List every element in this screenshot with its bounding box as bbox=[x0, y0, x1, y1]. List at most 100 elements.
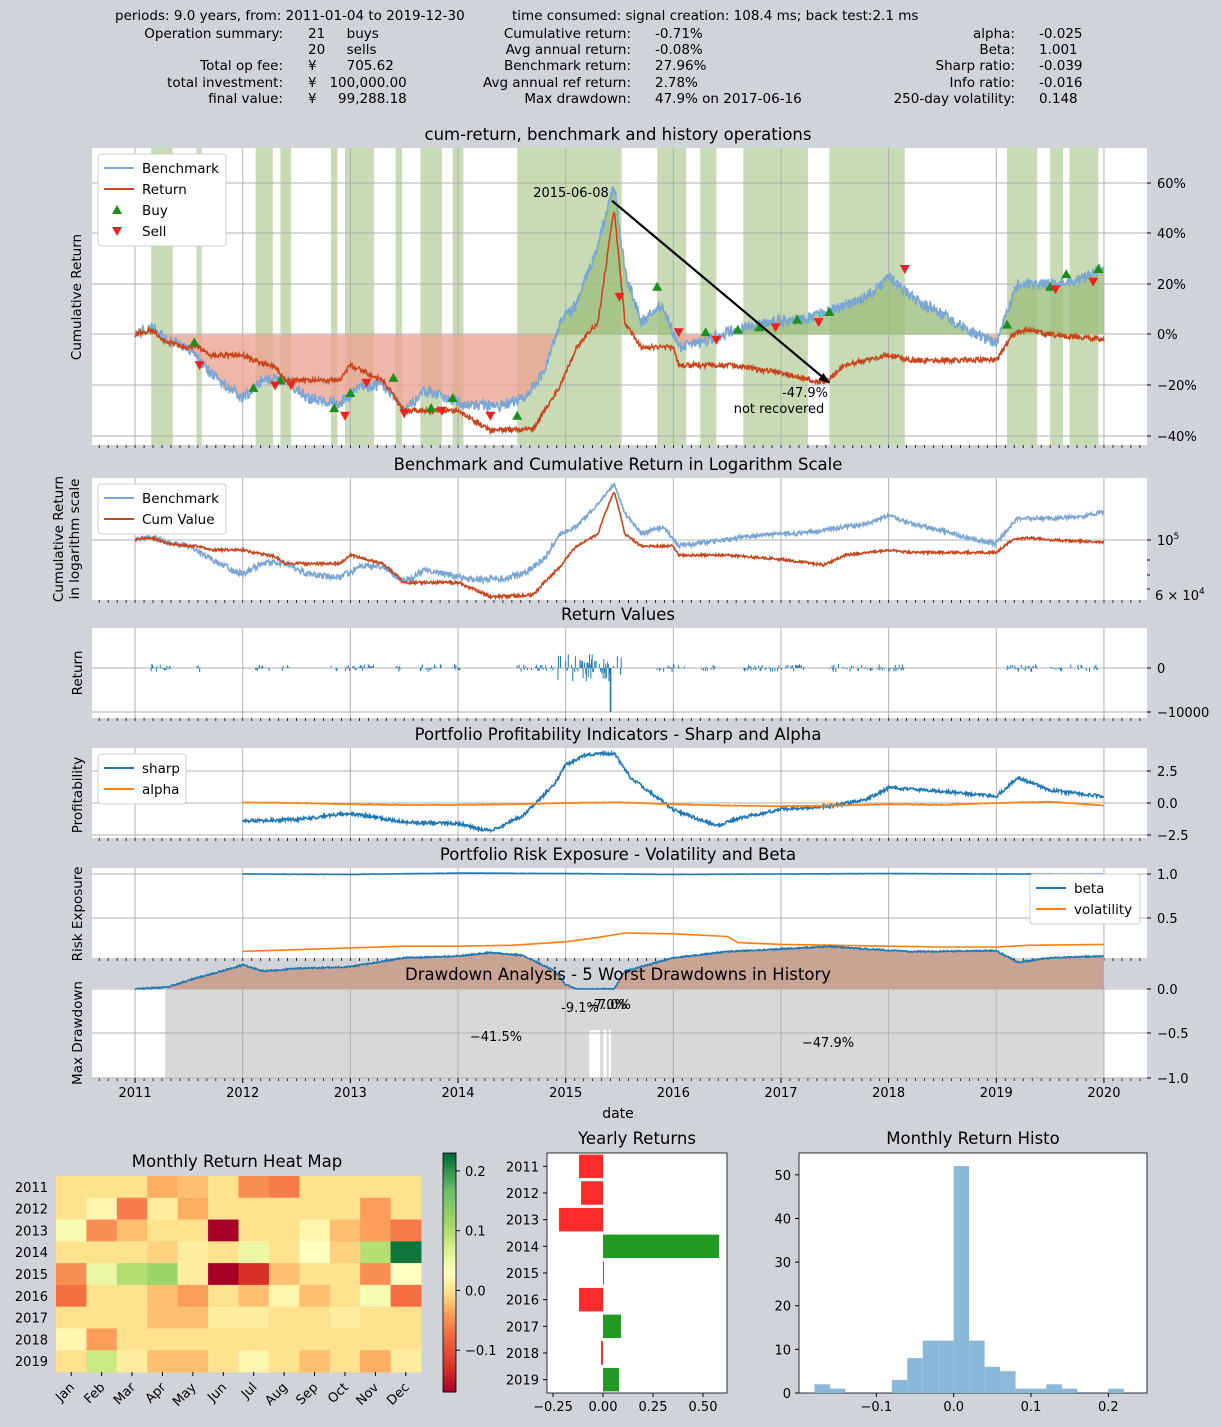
y-tick-label: 40% bbox=[1157, 227, 1186, 242]
heatmap-cell bbox=[238, 1176, 270, 1199]
y-tick-label: −20% bbox=[1157, 379, 1197, 394]
colorbar-band bbox=[443, 1382, 456, 1384]
summary-value: -0.025 bbox=[1039, 26, 1083, 42]
heatmap-col-label: Mar bbox=[111, 1380, 139, 1408]
y-tick-label: 0% bbox=[1157, 328, 1178, 343]
colorbar-band bbox=[443, 1367, 456, 1369]
histogram-bar bbox=[938, 1340, 954, 1393]
heatmap-cell bbox=[116, 1241, 148, 1264]
volatility-line bbox=[242, 932, 1104, 953]
heatmap-cell bbox=[56, 1176, 87, 1199]
colorbar-band bbox=[443, 1292, 456, 1294]
hold-span bbox=[280, 148, 292, 445]
sell-marker bbox=[813, 318, 824, 328]
heatmap-cell bbox=[208, 1350, 239, 1373]
colorbar-band bbox=[443, 1288, 456, 1290]
colorbar-band bbox=[443, 1281, 456, 1283]
drawdown-label: -7.0% bbox=[593, 998, 631, 1013]
colorbar-band bbox=[443, 1237, 456, 1239]
heatmap-cell bbox=[360, 1176, 392, 1199]
log-ylabel-2: in logarithm scale bbox=[67, 479, 83, 600]
x-tick-label: 2018 bbox=[872, 1086, 905, 1101]
legend-label: Buy bbox=[142, 203, 168, 219]
colorbar-band bbox=[443, 1356, 456, 1358]
legend-box bbox=[1029, 873, 1141, 925]
colorbar-band bbox=[443, 1189, 456, 1191]
colorbar-band bbox=[443, 1248, 456, 1250]
colorbar-band bbox=[443, 1155, 456, 1157]
heatmap-row-label: 2017 bbox=[15, 1312, 48, 1327]
colorbar-band bbox=[443, 1348, 456, 1350]
heatmap-cell bbox=[360, 1219, 392, 1242]
colorbar-band bbox=[443, 1210, 456, 1212]
colorbar-band bbox=[443, 1284, 456, 1286]
heatmap-cell bbox=[116, 1328, 148, 1351]
colorbar-band bbox=[443, 1254, 456, 1256]
heatmap-cell bbox=[208, 1328, 239, 1351]
colorbar-band bbox=[443, 1265, 456, 1267]
heatmap-cell bbox=[390, 1284, 422, 1308]
sharp-line bbox=[241, 749, 1105, 833]
heatmap-cell bbox=[177, 1328, 209, 1351]
colorbar-band bbox=[443, 1202, 456, 1204]
heatmap-col-label: Jun bbox=[204, 1380, 230, 1406]
colorbar-band bbox=[443, 1252, 456, 1254]
summary-label: Info ratio: bbox=[949, 74, 1015, 91]
colorbar-band bbox=[443, 1318, 456, 1320]
colorbar-band bbox=[443, 1352, 456, 1354]
drawdown-arrow bbox=[611, 199, 831, 384]
histogram-bar bbox=[1015, 1388, 1031, 1393]
colorbar-band bbox=[443, 1235, 456, 1237]
colorbar-band bbox=[443, 1290, 456, 1292]
colorbar-band bbox=[443, 1198, 456, 1200]
legend-marker bbox=[112, 205, 122, 214]
legend-label: Cum Value bbox=[142, 512, 215, 528]
colorbar-band bbox=[443, 1225, 456, 1227]
colorbar-band bbox=[443, 1291, 456, 1293]
heatmap-cell bbox=[147, 1306, 179, 1329]
summary-value: 20 sells bbox=[308, 42, 377, 59]
log-scale-panel: Benchmark Cum Value bbox=[92, 478, 1147, 603]
colorbar-band bbox=[443, 1303, 456, 1305]
colorbar-band bbox=[443, 1349, 456, 1351]
histo-ytick-label: 10 bbox=[774, 1343, 791, 1358]
heatmap-cell bbox=[56, 1306, 87, 1329]
hold-span bbox=[196, 148, 202, 445]
heatmap-row-label: 2019 bbox=[15, 1355, 48, 1370]
colorbar-band bbox=[443, 1310, 456, 1312]
colorbar-band bbox=[443, 1219, 456, 1221]
heatmap-cell bbox=[56, 1350, 87, 1373]
colorbar-band bbox=[443, 1327, 456, 1329]
histo-title: Monthly Return Histo bbox=[886, 1129, 1059, 1148]
heatmap-cell bbox=[177, 1176, 209, 1199]
heatmap-cell bbox=[329, 1306, 361, 1329]
cum-return-panel: 2015-06-08 -47.9%not recovered Benchmark Re… bbox=[92, 148, 1147, 448]
log-ylabel: Cumulative Return bbox=[51, 476, 67, 602]
profitability-ylabel: Profitability bbox=[70, 757, 86, 834]
y-tick-label: −0.5 bbox=[1157, 1027, 1189, 1042]
heatmap-cell bbox=[147, 1197, 179, 1221]
yearly-bar bbox=[603, 1261, 604, 1285]
colorbar-band bbox=[443, 1184, 456, 1186]
drawdown-label: −47.9% bbox=[802, 1036, 854, 1051]
y-tick-label: 0.5 bbox=[1157, 912, 1178, 927]
summary-label: Sharp ratio: bbox=[935, 58, 1015, 75]
sell-marker bbox=[194, 361, 205, 371]
colorbar-band bbox=[443, 1205, 456, 1207]
colorbar-band bbox=[443, 1276, 456, 1278]
colorbar-band bbox=[443, 1250, 456, 1252]
colorbar-band bbox=[443, 1256, 456, 1258]
colorbar-band bbox=[443, 1234, 456, 1236]
risk-title: Portfolio Risk Exposure - Volatility and… bbox=[440, 845, 796, 864]
heatmap-cell bbox=[390, 1306, 422, 1329]
colorbar-band bbox=[443, 1285, 456, 1287]
heatmap-cell bbox=[299, 1197, 331, 1221]
plot-area bbox=[546, 1152, 728, 1394]
hold-span bbox=[395, 148, 403, 445]
return-values-title: Return Values bbox=[561, 605, 675, 624]
colorbar-band bbox=[443, 1299, 456, 1301]
y-tick-label: 1.0 bbox=[1157, 868, 1178, 883]
summary-value: ¥ 705.62 bbox=[308, 58, 394, 75]
benchmark-line bbox=[134, 186, 1105, 417]
